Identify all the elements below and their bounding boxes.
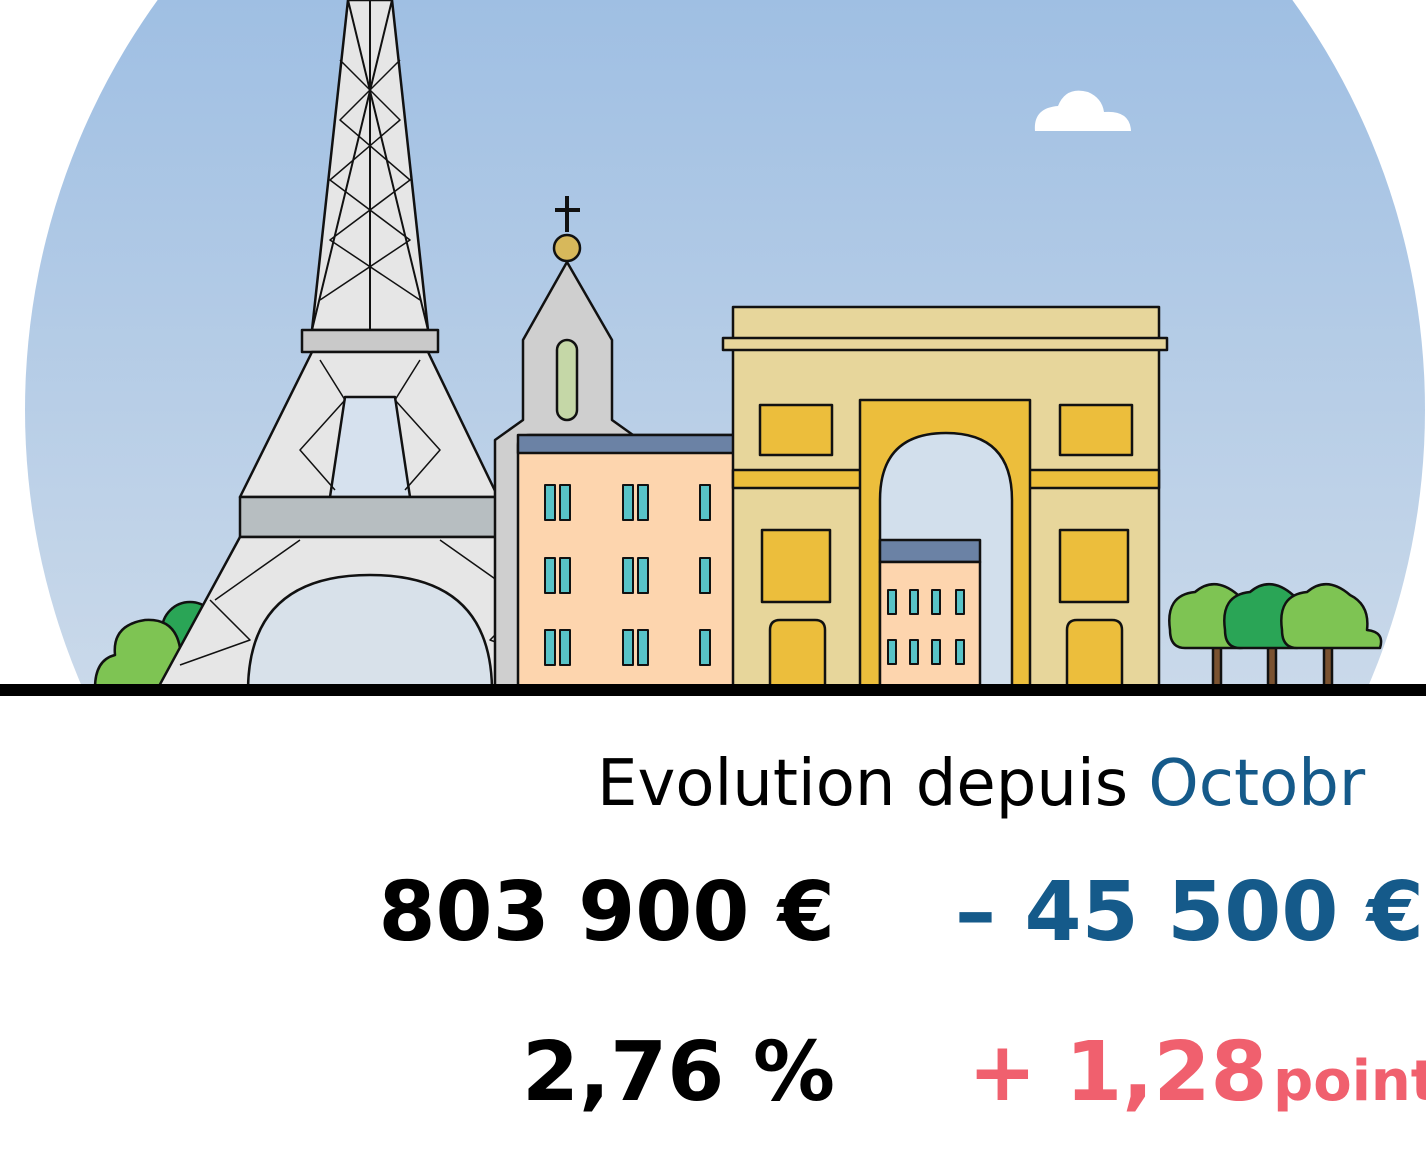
header-period: Octobr (1148, 747, 1365, 821)
rate-value: 2,76 % (522, 1025, 835, 1120)
illustration (25, 0, 1425, 688)
price-change: – 45 500 € (955, 865, 1424, 960)
rate-change-value: + 1,28 (968, 1025, 1268, 1120)
ground-line (0, 684, 1426, 696)
header-text: Evolution depuis Octobr (597, 747, 1366, 821)
rate-change-unit: point (1273, 1049, 1426, 1114)
header-label: Evolution depuis (597, 747, 1128, 821)
price-value: 803 900 € (379, 865, 836, 960)
rate-change: + 1,28 point (968, 1025, 1426, 1120)
